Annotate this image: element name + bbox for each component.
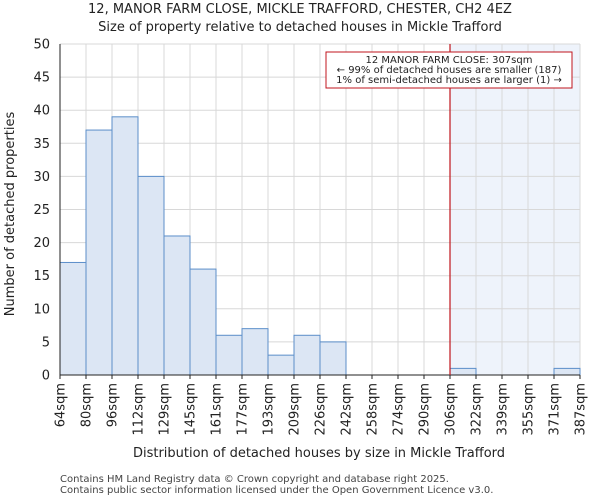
histogram-bar (319, 341, 347, 376)
x-tick-label: 96sqm (106, 383, 121, 427)
footer-copyright: Contains HM Land Registry data © Crown c… (60, 474, 449, 485)
footer-licence: Contains public sector information licen… (60, 485, 494, 496)
histogram-bar (111, 116, 139, 376)
y-tick-label: 0 (42, 369, 50, 384)
x-axis-label: Distribution of detached houses by size … (133, 446, 505, 461)
y-tick-label: 30 (33, 170, 50, 185)
x-tick-label: 322sqm (470, 383, 485, 436)
x-tick-label: 64sqm (54, 383, 69, 427)
x-tick-label: 355sqm (522, 383, 537, 436)
histogram-bar (241, 328, 269, 376)
x-tick-label: 145sqm (184, 383, 199, 436)
histogram-bar (85, 129, 113, 376)
x-tick-label: 193sqm (262, 383, 277, 436)
histogram-bar (137, 175, 165, 376)
histogram-bar (189, 268, 217, 376)
annotation-line-3: 1% of semi-detached houses are larger (1… (336, 75, 562, 86)
y-tick-label: 25 (33, 203, 50, 218)
annotation-line-2: ← 99% of detached houses are smaller (18… (337, 65, 562, 76)
chart-title: 12, MANOR FARM CLOSE, MICKLE TRAFFORD, C… (88, 2, 512, 17)
x-tick-label: 290sqm (418, 383, 433, 436)
x-tick-label: 129sqm (158, 383, 173, 436)
annotation-box: 12 MANOR FARM CLOSE: 307sqm ← 99% of det… (325, 51, 573, 89)
x-tick-label: 306sqm (444, 383, 459, 436)
x-tick-label: 209sqm (288, 383, 303, 436)
y-tick-label: 35 (33, 137, 50, 152)
annotation-line-1: 12 MANOR FARM CLOSE: 307sqm (366, 55, 533, 66)
histogram-bar (59, 261, 87, 376)
y-tick-label: 50 (33, 38, 50, 53)
x-tick-label: 161sqm (210, 383, 225, 436)
x-tick-label: 80sqm (80, 383, 95, 427)
x-tick-label: 274sqm (392, 383, 407, 436)
x-tick-label: 242sqm (340, 383, 355, 436)
chart-svg: 0 5 10 15 20 25 30 35 40 45 50 64sqm 80sqm 96sqm 112sq… (3, 38, 589, 462)
x-tick-label: 258sqm (366, 383, 381, 436)
histogram-bar (163, 235, 191, 376)
y-tick-label: 40 (33, 104, 50, 119)
x-tick-label: 112sqm (132, 383, 147, 436)
y-tick-label: 5 (42, 335, 50, 350)
histogram-bar (449, 367, 477, 376)
histogram-bar (293, 334, 321, 376)
y-tick-label: 45 (33, 71, 50, 86)
y-tick-label: 20 (33, 236, 50, 251)
histogram-bar (215, 334, 243, 376)
histogram-bar (267, 354, 295, 376)
x-tick-label: 387sqm (574, 383, 589, 436)
x-tick-label: 226sqm (314, 383, 329, 436)
x-tick-label: 177sqm (236, 383, 251, 436)
chart-subtitle: Size of property relative to detached ho… (98, 20, 502, 35)
x-tick-label: 371sqm (548, 383, 563, 436)
y-tick-label: 10 (33, 302, 50, 317)
y-axis-label: Number of detached properties (3, 112, 18, 317)
y-tick-label: 15 (33, 269, 50, 284)
x-tick-label: 339sqm (496, 383, 511, 436)
histogram-bar (553, 367, 581, 376)
